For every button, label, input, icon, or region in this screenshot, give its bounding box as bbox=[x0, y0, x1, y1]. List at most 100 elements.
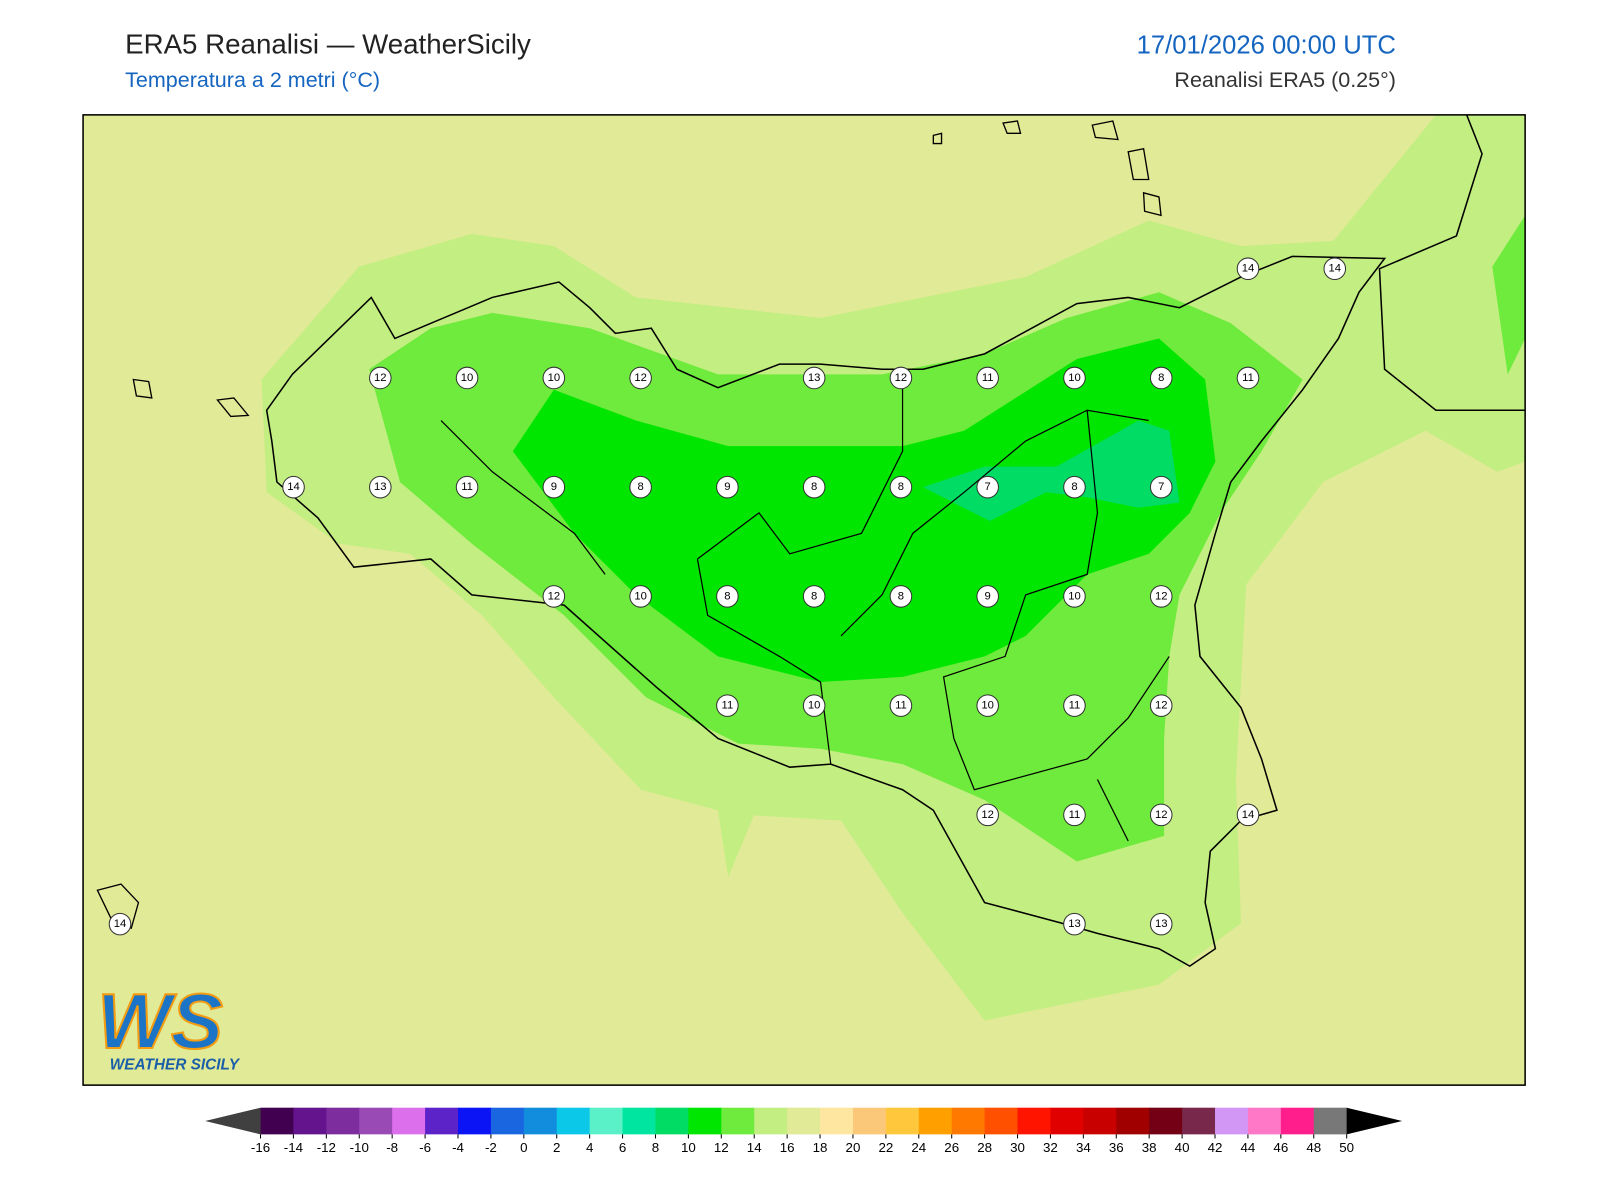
station-value: 8 bbox=[898, 481, 904, 493]
station-marker bbox=[889, 694, 913, 717]
colorbar-tick-label: 20 bbox=[846, 1140, 861, 1155]
colorbar-bin bbox=[1050, 1107, 1084, 1135]
colorbar-bin bbox=[490, 1107, 525, 1135]
station-value: 13 bbox=[374, 481, 387, 493]
station-value: 10 bbox=[1068, 372, 1081, 384]
station-marker bbox=[976, 694, 999, 717]
station-value: 8 bbox=[898, 590, 904, 602]
colorbar-tick-label: 8 bbox=[652, 1140, 659, 1155]
colorbar-bin bbox=[359, 1107, 393, 1135]
station-marker bbox=[1149, 803, 1173, 827]
station-value: 12 bbox=[1155, 809, 1168, 821]
station-value: 12 bbox=[634, 372, 647, 384]
colorbar-tick-label: 2 bbox=[553, 1140, 560, 1155]
colorbar-tick-label: -4 bbox=[452, 1140, 464, 1155]
station-marker bbox=[1149, 366, 1173, 390]
colorbar-over bbox=[1346, 1107, 1403, 1135]
colorbar-bin bbox=[260, 1107, 294, 1135]
station-value: 14 bbox=[1242, 263, 1255, 275]
colorbar-bin bbox=[918, 1107, 953, 1135]
colorbar-bin bbox=[721, 1107, 755, 1135]
station-value: 11 bbox=[722, 700, 734, 712]
stations: 14 14 12 10 10 12 13 12 11 10 8 11 14 13 11 9 8 9 8 8 7 8 7 12 1… bbox=[108, 257, 1347, 936]
station-value: 9 bbox=[724, 481, 730, 493]
station-marker bbox=[889, 475, 913, 499]
colorbar-bin bbox=[820, 1107, 854, 1135]
logo-text: WEATHER SICILY bbox=[110, 1057, 241, 1074]
colorbar-bin bbox=[951, 1107, 986, 1135]
map-frame bbox=[82, 114, 1526, 1086]
colorbar-bin bbox=[984, 1107, 1019, 1135]
colorbar-bin bbox=[622, 1107, 656, 1135]
source: Reanalisi ERA5 (0.25°) bbox=[1174, 68, 1395, 92]
station-marker bbox=[542, 585, 566, 608]
colorbar-tick-label: -14 bbox=[284, 1140, 304, 1155]
logo-mark: WS bbox=[97, 977, 223, 1065]
station-value: 14 bbox=[287, 481, 300, 493]
title: ERA5 Reanalisi — WeatherSicily bbox=[125, 28, 531, 59]
station-value: 8 bbox=[637, 481, 643, 493]
colorbar-tick-label: -6 bbox=[419, 1140, 431, 1155]
colorbar-tick-label: 40 bbox=[1175, 1140, 1190, 1155]
station-marker bbox=[455, 366, 479, 390]
station-marker bbox=[889, 366, 913, 390]
station-value: 11 bbox=[895, 700, 907, 712]
colorbar-tick-label: 50 bbox=[1339, 1140, 1354, 1155]
colorbar-bin bbox=[655, 1107, 689, 1135]
station-marker bbox=[716, 694, 739, 717]
station-value: 8 bbox=[811, 590, 817, 602]
station-value: 10 bbox=[634, 590, 647, 602]
station-value: 7 bbox=[1158, 481, 1164, 493]
station-marker bbox=[1236, 803, 1260, 827]
station-marker bbox=[1323, 257, 1347, 280]
colorbar-tick-label: 0 bbox=[520, 1140, 527, 1155]
colorbar-bin bbox=[787, 1107, 821, 1135]
station-value: 14 bbox=[1242, 809, 1255, 821]
station-marker bbox=[976, 803, 999, 827]
station-marker bbox=[1149, 585, 1173, 608]
station-marker bbox=[889, 585, 913, 608]
colorbar-tick-label: 28 bbox=[977, 1140, 992, 1155]
colorbar-tick-label: 14 bbox=[747, 1140, 762, 1155]
station-marker bbox=[1063, 694, 1086, 717]
station-value: 12 bbox=[374, 372, 387, 384]
station-value: 11 bbox=[1242, 372, 1254, 384]
colorbar-under bbox=[205, 1107, 261, 1135]
colorbar-tick-label: 18 bbox=[813, 1140, 828, 1155]
station-marker bbox=[455, 475, 479, 499]
colorbar-tick-label: 48 bbox=[1306, 1140, 1321, 1155]
colorbar-tick-label: 12 bbox=[714, 1140, 729, 1155]
logo: WS WEATHER SICILY bbox=[96, 976, 241, 1074]
colorbar-tick-label: 34 bbox=[1076, 1140, 1091, 1155]
colorbar-bin bbox=[1280, 1107, 1315, 1135]
colorbar-tick-label: 36 bbox=[1109, 1140, 1124, 1155]
colorbar-tick-label: -10 bbox=[350, 1140, 369, 1155]
station-marker bbox=[108, 912, 132, 936]
station-value: 13 bbox=[1155, 918, 1168, 930]
station-marker bbox=[802, 366, 826, 390]
station-marker bbox=[369, 475, 392, 499]
station-value: 9 bbox=[985, 590, 991, 602]
station-value: 8 bbox=[1158, 372, 1164, 384]
colorbar-bin bbox=[1083, 1107, 1117, 1135]
station-value: 11 bbox=[461, 481, 473, 493]
station-marker bbox=[716, 475, 739, 499]
colorbar-bin bbox=[885, 1107, 920, 1135]
station-marker bbox=[802, 585, 826, 608]
colorbar-bin bbox=[1017, 1107, 1051, 1135]
colorbar-tick-label: 32 bbox=[1043, 1140, 1058, 1155]
station-marker bbox=[1149, 694, 1173, 717]
station-value: 11 bbox=[1069, 809, 1081, 821]
colorbar-tick-label: 16 bbox=[780, 1140, 795, 1155]
station-value: 13 bbox=[808, 372, 821, 384]
colorbar-tick-label: 30 bbox=[1010, 1140, 1025, 1155]
station-marker bbox=[976, 585, 999, 608]
colorbar-bin bbox=[1116, 1107, 1150, 1135]
station-value: 10 bbox=[548, 372, 561, 384]
station-marker bbox=[1149, 912, 1173, 936]
station-value: 8 bbox=[811, 481, 817, 493]
station-marker bbox=[629, 366, 652, 390]
colorbar-tick-label: -16 bbox=[251, 1140, 270, 1155]
station-value: 13 bbox=[1068, 918, 1081, 930]
